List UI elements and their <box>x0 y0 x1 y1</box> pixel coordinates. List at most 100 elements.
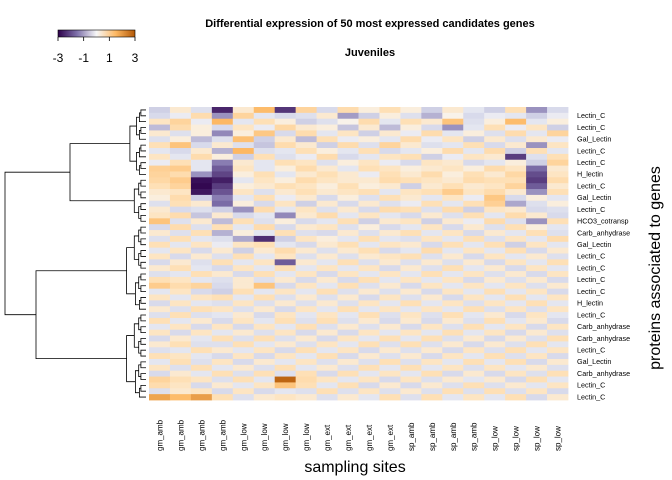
heatmap-cell <box>169 212 192 219</box>
heatmap-cell <box>149 329 171 336</box>
heatmap-cell <box>379 230 401 237</box>
heatmap-cell <box>484 112 506 120</box>
heatmap-cell <box>484 142 506 149</box>
heatmap-cell <box>400 394 422 401</box>
heatmap-cell <box>379 388 401 395</box>
heatmap-cell <box>442 136 464 143</box>
heatmap-cell <box>337 329 359 336</box>
heatmap-cell <box>547 206 569 213</box>
heatmap-cell <box>421 194 443 202</box>
heatmap-cell <box>190 376 213 383</box>
heatmap-cell <box>505 265 527 272</box>
heatmap-cell <box>190 194 213 202</box>
heatmap-cell <box>505 107 527 114</box>
heatmap-cell <box>316 142 338 149</box>
heatmap-cell <box>149 335 171 342</box>
heatmap-cell <box>463 394 485 401</box>
heatmap-cell <box>505 376 527 383</box>
heatmap-cell <box>190 148 213 155</box>
heatmap-cell <box>190 382 213 389</box>
heatmap-cell <box>400 247 422 254</box>
heatmap-cell <box>421 171 443 178</box>
heatmap-cell <box>526 171 548 178</box>
heatmap-cell <box>463 329 485 336</box>
heatmap-cell <box>190 358 213 366</box>
heatmap-cell <box>274 312 297 319</box>
heatmap-cell <box>526 329 548 336</box>
heatmap-cell <box>358 388 380 395</box>
heatmap-cell <box>400 388 422 395</box>
heatmap-cell <box>316 358 338 366</box>
heatmap-cell <box>463 364 485 372</box>
heatmap-cell <box>274 253 297 260</box>
heatmap-cell <box>211 247 234 254</box>
heatmap-cell <box>463 335 485 342</box>
heatmap-cell <box>232 358 255 366</box>
heatmap-cell <box>232 376 255 383</box>
heatmap-cell <box>169 230 192 237</box>
heatmap-cell <box>526 224 548 231</box>
heatmap-cell <box>253 189 276 196</box>
heatmap-cell <box>358 294 380 301</box>
heatmap-cell <box>400 218 422 225</box>
heatmap-cell <box>232 165 255 172</box>
heatmap-cell <box>337 323 359 331</box>
heatmap-cell <box>149 265 171 272</box>
heatmap-cell <box>211 300 234 307</box>
heatmap-cell <box>379 171 401 178</box>
heatmap-cell <box>400 189 422 196</box>
heatmap-cell <box>463 317 485 325</box>
heatmap-cell <box>442 388 464 395</box>
dendrogram-branch <box>140 226 146 234</box>
heatmap-cell <box>211 341 234 348</box>
heatmap-cell <box>400 276 422 284</box>
heatmap-cell <box>253 235 276 243</box>
heatmap-cell <box>169 382 192 389</box>
heatmap-cell <box>211 177 234 184</box>
heatmap-cell <box>547 370 569 377</box>
heatmap-cell <box>211 323 234 331</box>
heatmap-cell <box>379 271 401 278</box>
heatmap-cell <box>190 189 213 196</box>
heatmap-cell <box>337 148 359 155</box>
heatmap-cell <box>149 276 171 284</box>
heatmap-cell <box>295 247 317 254</box>
heatmap-cell <box>400 183 422 190</box>
heatmap-cell <box>484 300 506 307</box>
heatmap-cell <box>337 394 359 401</box>
heatmap-cell <box>316 230 338 237</box>
heatmap-cell <box>253 212 276 219</box>
heatmap-cell <box>547 230 569 237</box>
heatmap-cell <box>484 212 506 219</box>
heatmap-cell <box>484 189 506 196</box>
heatmap-cell <box>316 335 338 342</box>
heatmap-cell <box>190 235 213 243</box>
heatmap-cell <box>463 165 485 172</box>
heatmap-cell <box>421 353 443 360</box>
heatmap-cell <box>526 230 548 237</box>
heatmap-cell <box>547 353 569 360</box>
heatmap-cell <box>526 306 548 313</box>
heatmap-cell <box>358 370 380 377</box>
heatmap-cell <box>211 294 234 301</box>
heatmap-cell <box>211 288 234 295</box>
heatmap-cell <box>442 323 464 331</box>
dendrogram-branch <box>136 152 140 171</box>
heatmap-cell <box>149 294 171 301</box>
heatmap-cell <box>169 358 192 366</box>
heatmap-cell <box>547 212 569 219</box>
heatmap-cell <box>295 189 317 196</box>
heatmap-cell <box>253 253 276 260</box>
heatmap-cell <box>463 153 485 161</box>
heatmap-cell <box>400 271 422 278</box>
heatmap-cell <box>232 282 255 290</box>
heatmap-cell <box>190 388 213 395</box>
heatmap-cell <box>421 142 443 149</box>
heatmap-cell <box>169 312 192 319</box>
heatmap-cell <box>232 370 255 377</box>
heatmap-cell <box>316 306 338 313</box>
heatmap-cell <box>505 276 527 284</box>
heatmap-cell <box>379 353 401 360</box>
heatmap-cell <box>169 271 192 278</box>
heatmap-cell <box>526 282 548 290</box>
